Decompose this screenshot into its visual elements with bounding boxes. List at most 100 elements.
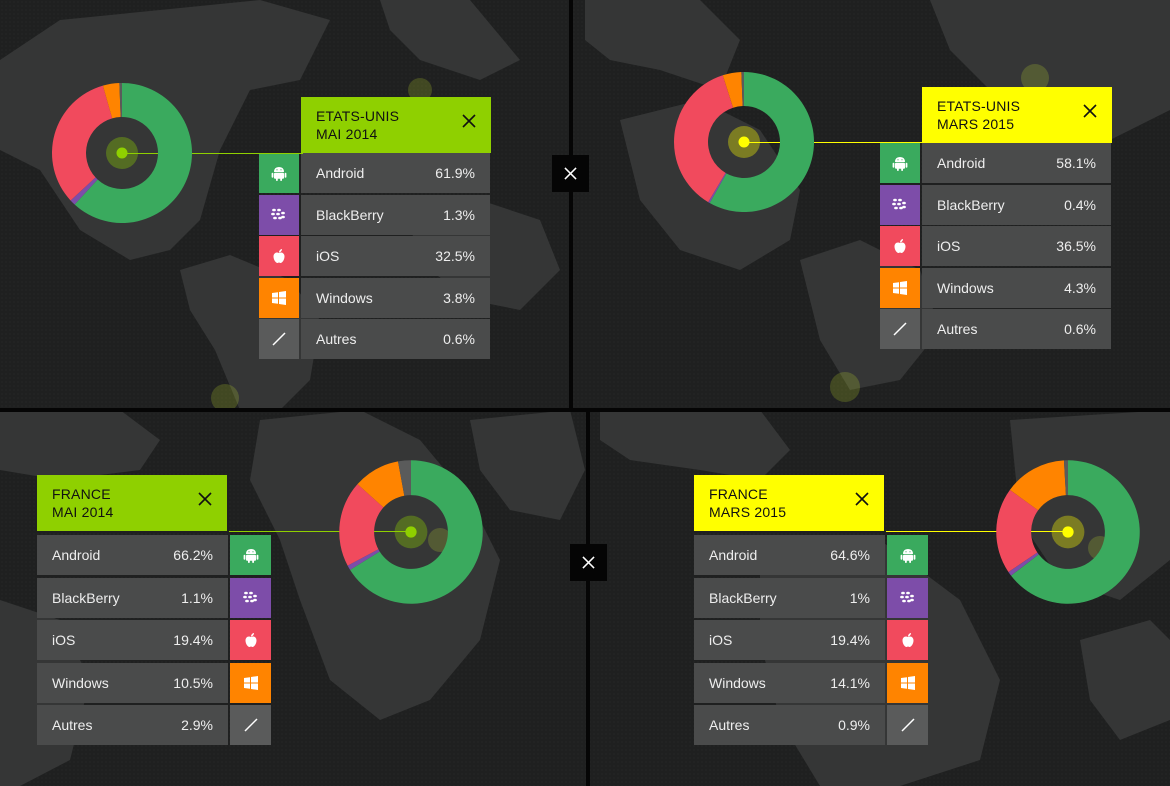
legend-swatch-android: [230, 535, 271, 575]
legend-value: 1.1%: [181, 589, 213, 606]
center-dot: [116, 147, 128, 159]
legend-value: 1%: [849, 589, 870, 606]
donut-slice-android[interactable]: [74, 83, 192, 223]
legend-swatch-ios: [887, 620, 928, 660]
legend-row-autres[interactable]: Autres 0.9%: [694, 705, 928, 745]
donut-slice-ios[interactable]: [51, 85, 113, 201]
donut-slice-blackberry[interactable]: [347, 549, 380, 570]
legend-label: Autres: [709, 717, 750, 733]
legend-row-windows[interactable]: Windows 10.5%: [37, 662, 271, 703]
legend-row-autres[interactable]: Autres 2.9%: [37, 705, 271, 745]
donut-slice-ios[interactable]: [996, 489, 1039, 572]
donut-slice-android[interactable]: [1011, 460, 1140, 604]
legend-value: 36.5%: [1056, 238, 1096, 254]
donut-slice-windows[interactable]: [357, 461, 405, 508]
legend-value: 2.9%: [181, 717, 213, 733]
blackberry-icon: [892, 198, 906, 209]
donut-slice-autres[interactable]: [741, 72, 744, 107]
donut-slice-ios[interactable]: [674, 75, 734, 203]
apple-icon: [245, 633, 256, 647]
legend-label: Autres: [52, 717, 93, 733]
legend-cell: Autres 0.6%: [301, 319, 490, 359]
legend-swatch-windows: [880, 267, 920, 308]
donut-slice-autres[interactable]: [119, 83, 122, 118]
legend-row-android[interactable]: Android 61.9%: [259, 153, 490, 193]
legend-swatch-autres: [230, 705, 271, 745]
legend-row-windows[interactable]: Windows 4.3%: [880, 267, 1111, 308]
panel-title-line1: FRANCE: [52, 486, 111, 502]
legend-row-blackberry[interactable]: BlackBerry 1.3%: [259, 194, 490, 235]
connector-line: [743, 142, 925, 143]
legend-row-ios[interactable]: iOS 19.4%: [694, 620, 928, 660]
panel-header: FRANCE MARS 2015: [694, 475, 884, 531]
panel-header: ETATS-UNIS MAI 2014: [301, 97, 491, 153]
legend-row-blackberry[interactable]: BlackBerry 0.4%: [880, 184, 1111, 225]
legend-row-blackberry[interactable]: BlackBerry 1%: [694, 577, 928, 618]
donut-slice-autres[interactable]: [398, 460, 411, 496]
legend-row-ios[interactable]: iOS 19.4%: [37, 620, 271, 660]
legend-row-windows[interactable]: Windows 14.1%: [694, 662, 928, 703]
legend-cell: BlackBerry 1.1%: [37, 577, 228, 618]
compare-close-button-top[interactable]: [552, 155, 589, 192]
legend-cell: iOS 19.4%: [37, 620, 228, 660]
donut-slice-blackberry[interactable]: [708, 172, 727, 204]
legend-cell: iOS 32.5%: [301, 236, 490, 276]
close-icon[interactable]: [462, 114, 476, 128]
legend-row-android[interactable]: Android 66.2%: [37, 535, 271, 575]
legend-swatch-windows: [230, 662, 271, 703]
connector-line: [123, 153, 303, 154]
donut-slice-android[interactable]: [350, 460, 483, 604]
legend-value: 1.3%: [443, 206, 475, 223]
donut-chart-etats-unis-mai-2014: [51, 83, 192, 223]
legend-row-autres[interactable]: Autres 0.6%: [880, 309, 1111, 349]
panel-title-line1: ETATS-UNIS: [316, 108, 400, 124]
legend-row-android[interactable]: Android 58.1%: [880, 143, 1111, 183]
donut-slice-windows[interactable]: [722, 72, 743, 108]
donut-slice-windows[interactable]: [102, 83, 121, 119]
donut-slice-ios[interactable]: [339, 484, 384, 566]
legend-row-autres[interactable]: Autres 0.6%: [259, 319, 490, 359]
legend-value: 0.4%: [1064, 196, 1096, 213]
close-icon[interactable]: [855, 492, 869, 506]
legend-swatch-windows: [259, 277, 299, 318]
legend-cell: iOS 19.4%: [694, 620, 885, 660]
legend-label: iOS: [52, 632, 76, 648]
slash-icon: [900, 718, 915, 732]
panel-etats-unis-mars-2015: ETATS-UNIS MARS 2015 Android 58.1% BlackBe…: [880, 87, 1112, 351]
blackberry-icon: [242, 591, 257, 602]
legend-row-ios[interactable]: iOS 32.5%: [259, 236, 490, 276]
legend-swatch-android: [887, 535, 928, 575]
donut-slice-autres[interactable]: [1063, 460, 1068, 496]
legend-cell: BlackBerry 1%: [694, 577, 885, 618]
legend-swatch-blackberry: [259, 194, 299, 235]
legend-label: BlackBerry: [937, 196, 1005, 213]
legend-label: BlackBerry: [709, 589, 777, 606]
donut-chart-etats-unis-mars-2015: [674, 72, 814, 213]
legend-label: BlackBerry: [316, 206, 384, 223]
donut-slice-windows[interactable]: [1009, 460, 1066, 511]
legend-swatch-android: [259, 153, 299, 193]
legend-swatch-ios: [230, 620, 271, 660]
legend-row-blackberry[interactable]: BlackBerry 1.1%: [37, 577, 271, 618]
donut-slice-blackberry[interactable]: [1008, 552, 1039, 576]
close-icon[interactable]: [198, 492, 212, 506]
legend-label: Windows: [316, 289, 373, 306]
divider-horizontal: [0, 408, 1170, 412]
legend-value: 14.1%: [830, 674, 870, 691]
apple-icon: [894, 239, 906, 253]
close-icon[interactable]: [1083, 104, 1097, 118]
legend-label: Android: [52, 547, 101, 563]
compare-close-button-bottom[interactable]: [570, 544, 607, 581]
windows-icon: [893, 280, 907, 295]
panel-title-line2: MARS 2015: [709, 504, 787, 520]
slash-icon: [243, 718, 258, 732]
blackberry-icon: [899, 591, 914, 602]
legend-row-ios[interactable]: iOS 36.5%: [880, 226, 1111, 266]
legend-row-windows[interactable]: Windows 3.8%: [259, 277, 490, 318]
legend-label: iOS: [709, 632, 733, 648]
legend-label: Android: [316, 165, 365, 181]
legend-row-android[interactable]: Android 64.6%: [694, 535, 928, 575]
donut-slice-android[interactable]: [709, 72, 814, 213]
donut-slice-blackberry[interactable]: [70, 177, 98, 205]
legend-swatch-windows: [887, 662, 928, 703]
